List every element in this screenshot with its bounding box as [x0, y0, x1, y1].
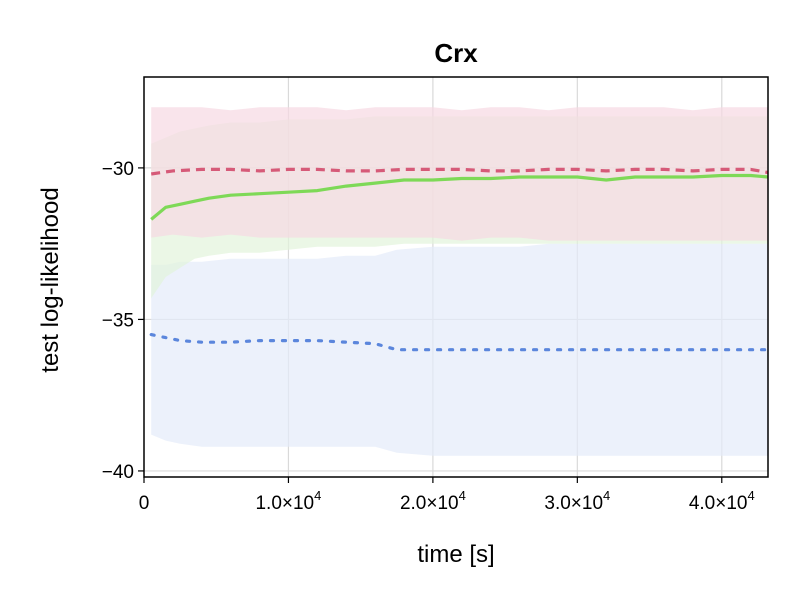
series-band-0: [151, 107, 768, 241]
x-axis-label: time [s]: [417, 541, 494, 568]
plot-frame: [143, 76, 769, 478]
series-line-1: [150, 173, 769, 221]
y-tick-label: −40: [102, 462, 134, 483]
band-layer: [151, 107, 768, 456]
x-tick-exponent: 4: [314, 488, 321, 503]
tick-layer: 0 1.0×104 2.0×104 3.0×104 4.0×104 −30 −35 −40: [102, 159, 755, 514]
y-tick-label: −35: [102, 310, 134, 331]
y-axis-label: test log-likelihood: [37, 187, 64, 372]
x-tick-label: 3.0×104: [544, 488, 610, 514]
series-line-2: [149, 333, 770, 352]
line-layer: [149, 167, 770, 352]
x-tick-exponent: 4: [459, 488, 466, 503]
x-tick-exponent: 4: [603, 488, 610, 503]
series-band-2: [151, 243, 768, 456]
x-tick-exponent: 4: [747, 488, 754, 503]
y-tick-label: −30: [102, 159, 134, 180]
x-tick-label: 0: [139, 493, 150, 514]
x-tick-label: 4.0×104: [689, 488, 755, 514]
x-tick-label: 1.0×104: [255, 488, 321, 514]
x-tick-label: 2.0×104: [400, 488, 466, 514]
chart-title: Crx: [434, 38, 478, 68]
